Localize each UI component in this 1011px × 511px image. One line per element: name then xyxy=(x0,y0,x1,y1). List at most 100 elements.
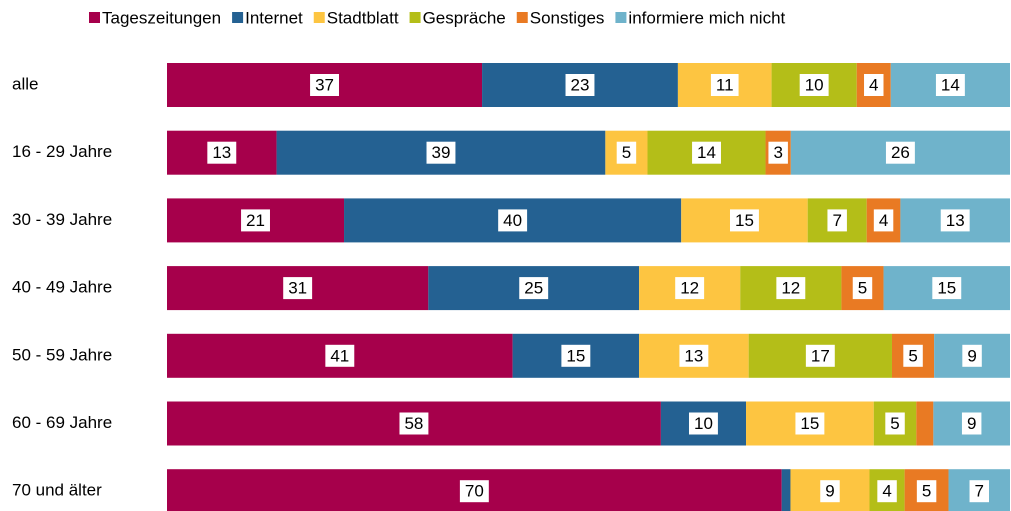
value-label-box xyxy=(399,412,429,435)
legend-label: Tageszeitungen xyxy=(102,8,221,27)
value-label: 39 xyxy=(432,143,451,162)
value-label: 5 xyxy=(622,143,631,162)
value-label-box xyxy=(820,480,840,503)
category-label: 50 - 59 Jahre xyxy=(12,345,112,364)
value-label-box xyxy=(885,141,915,164)
value-label: 15 xyxy=(566,346,585,365)
value-label: 9 xyxy=(825,482,834,501)
value-label-box xyxy=(969,480,989,503)
value-label: 31 xyxy=(288,279,307,298)
legend-swatch xyxy=(313,12,325,23)
value-label-box xyxy=(459,480,489,503)
value-label-box xyxy=(207,141,237,164)
value-label-box xyxy=(827,209,847,232)
value-label-box xyxy=(325,344,355,367)
value-label-box xyxy=(864,74,884,96)
value-label: 70 xyxy=(465,482,484,501)
value-label-box xyxy=(616,141,637,164)
value-label-box xyxy=(961,412,982,435)
legend-label: informiere mich nicht xyxy=(628,8,785,27)
category-label: 16 - 29 Jahre xyxy=(12,142,112,161)
value-label: 17 xyxy=(811,346,830,365)
value-label-box xyxy=(561,344,591,367)
value-label: 12 xyxy=(680,279,699,298)
value-label: 5 xyxy=(922,482,931,501)
value-label-box xyxy=(940,209,970,232)
category-label: 60 - 69 Jahre xyxy=(12,413,112,432)
value-label: 9 xyxy=(967,346,976,365)
legend-swatch xyxy=(516,12,528,23)
value-label: 7 xyxy=(975,482,984,501)
value-label: 5 xyxy=(890,414,899,433)
value-label: 13 xyxy=(946,211,965,230)
legend-swatch xyxy=(89,12,100,23)
value-label: 14 xyxy=(697,143,716,162)
value-label-box xyxy=(776,277,806,300)
value-label: 41 xyxy=(330,346,349,365)
value-label: 13 xyxy=(684,346,703,365)
value-label: 11 xyxy=(716,75,734,94)
legend-label: Stadtblatt xyxy=(327,8,399,27)
value-label-box xyxy=(310,74,339,96)
value-label-box xyxy=(675,277,705,300)
value-label-box xyxy=(283,277,313,300)
value-label-box xyxy=(795,412,825,435)
value-label: 21 xyxy=(246,211,265,230)
value-label: 26 xyxy=(891,143,910,162)
value-label: 15 xyxy=(735,211,754,230)
value-label: 4 xyxy=(879,211,888,230)
value-label: 4 xyxy=(869,75,878,94)
value-label-box xyxy=(768,141,788,164)
legend-swatch xyxy=(232,12,244,23)
value-label-box xyxy=(903,344,923,367)
value-label: 23 xyxy=(571,75,590,94)
value-label-box xyxy=(877,480,897,503)
category-label: 30 - 39 Jahre xyxy=(12,210,112,229)
category-label: alle xyxy=(12,74,38,93)
value-label: 12 xyxy=(781,279,800,298)
value-label: 13 xyxy=(212,143,231,162)
value-label-box xyxy=(426,141,456,164)
value-label-box xyxy=(498,209,528,232)
value-label: 5 xyxy=(858,279,867,298)
value-label-box xyxy=(799,74,829,96)
value-label: 7 xyxy=(832,211,841,230)
value-label-box xyxy=(565,74,595,96)
value-label-box xyxy=(729,209,759,232)
value-label-box xyxy=(935,74,965,96)
bar-segment xyxy=(916,401,934,446)
value-label-box xyxy=(679,344,709,367)
value-label-box xyxy=(932,277,962,300)
category-label: 70 und älter xyxy=(12,481,102,500)
value-label: 15 xyxy=(937,279,956,298)
value-label-box xyxy=(688,412,718,435)
value-label: 10 xyxy=(805,75,824,94)
value-label-box xyxy=(873,209,894,232)
category-label: 40 - 49 Jahre xyxy=(12,278,112,297)
value-label: 25 xyxy=(524,279,543,298)
value-label-box xyxy=(710,74,739,96)
value-label: 3 xyxy=(773,143,782,162)
value-label-box xyxy=(885,412,905,435)
value-label-box xyxy=(852,277,873,300)
legend-swatch xyxy=(615,12,627,23)
value-label: 37 xyxy=(315,75,334,94)
value-label: 9 xyxy=(967,414,976,433)
value-label: 10 xyxy=(694,414,713,433)
legend-label: Gespräche xyxy=(423,8,506,27)
value-label-box xyxy=(692,141,721,164)
legend-swatch xyxy=(409,12,421,23)
legend-label: Internet xyxy=(245,8,303,27)
value-label: 58 xyxy=(404,414,423,433)
value-label: 5 xyxy=(908,346,917,365)
value-label: 14 xyxy=(941,75,960,94)
value-label-box xyxy=(962,344,982,367)
value-label-box xyxy=(519,277,549,300)
bar-segment xyxy=(781,469,791,511)
value-label-box xyxy=(916,480,937,503)
value-label: 4 xyxy=(882,482,891,501)
value-label: 40 xyxy=(503,211,522,230)
legend-label: Sonstiges xyxy=(530,8,605,27)
value-label-box xyxy=(241,209,270,232)
